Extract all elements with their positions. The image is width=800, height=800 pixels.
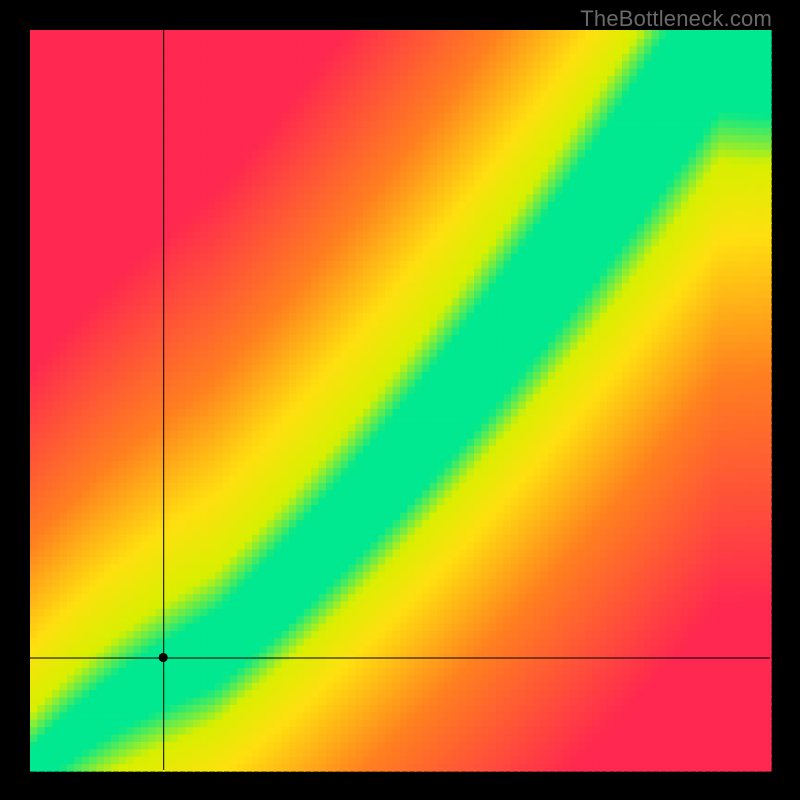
chart-container: { "watermark": { "text": "TheBottleneck.…	[0, 0, 800, 800]
bottleneck-heatmap	[0, 0, 800, 800]
watermark-text: TheBottleneck.com	[580, 6, 772, 32]
